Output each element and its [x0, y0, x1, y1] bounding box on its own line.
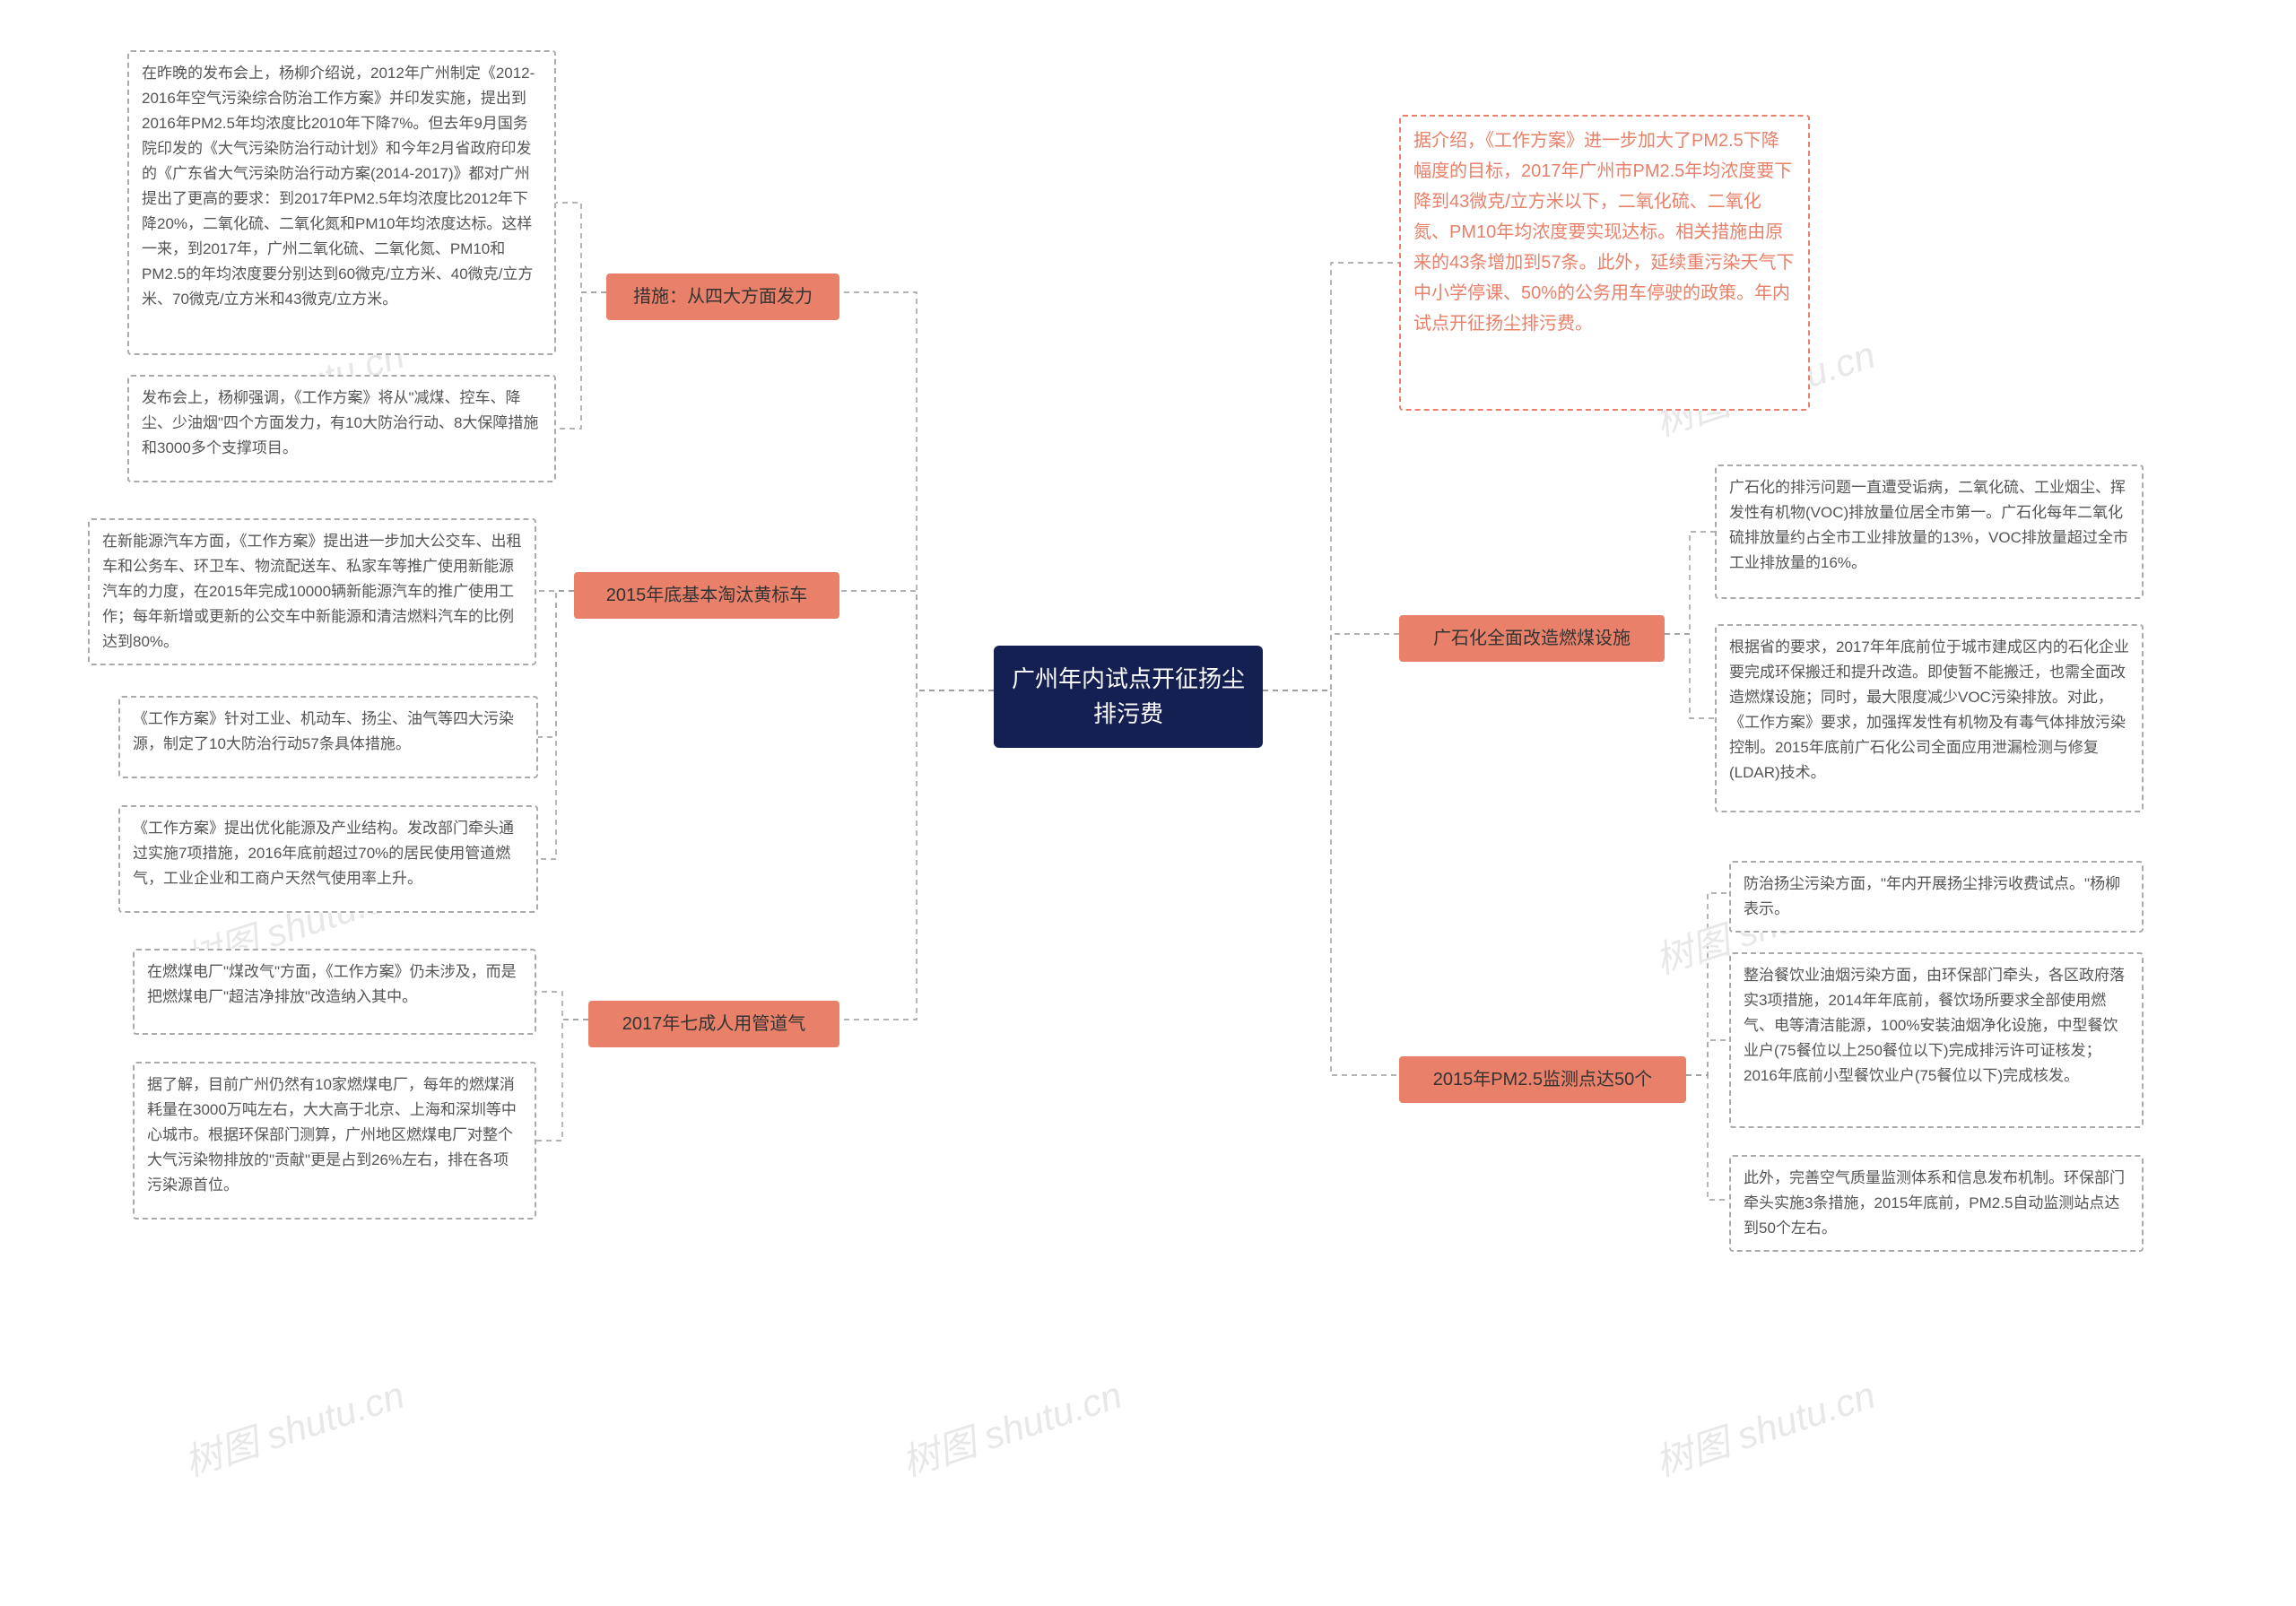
- left-branch-0: 措施：从四大方面发力: [606, 273, 839, 320]
- watermark: 树图 shutu.cn: [177, 1365, 411, 1488]
- right-branch-2: 2015年PM2.5监测点达50个: [1399, 1056, 1686, 1103]
- right-leaf-2-2: 此外，完善空气质量监测体系和信息发布机制。环保部门牵头实施3条措施，2015年底…: [1729, 1155, 2144, 1252]
- left-leaf-1-2: 《工作方案》提出优化能源及产业结构。发改部门牵头通过实施7项措施，2016年底前…: [118, 805, 538, 913]
- right-highlight-leaf: 据介绍，《工作方案》进一步加大了PM2.5下降幅度的目标，2017年广州市PM2…: [1399, 115, 1810, 411]
- left-leaf-1-0: 在新能源汽车方面，《工作方案》提出进一步加大公交车、出租车和公务车、环卫车、物流…: [88, 518, 536, 665]
- left-branch-1: 2015年底基本淘汰黄标车: [574, 572, 839, 619]
- left-leaf-1-1: 《工作方案》针对工业、机动车、扬尘、油气等四大污染源，制定了10大防治行动57条…: [118, 696, 538, 778]
- left-leaf-0-1: 发布会上，杨柳强调，《工作方案》将从"减煤、控车、降尘、少油烟"四个方面发力，有…: [127, 375, 556, 482]
- left-leaf-2-0: 在燃煤电厂"煤改气"方面，《工作方案》仍未涉及，而是把燃煤电厂"超洁净排放"改造…: [133, 949, 536, 1035]
- watermark: 树图 shutu.cn: [894, 1365, 1128, 1488]
- right-leaf-2-0: 防治扬尘污染方面，"年内开展扬尘排污收费试点。"杨柳表示。: [1729, 861, 2144, 933]
- left-leaf-0-0: 在昨晚的发布会上，杨柳介绍说，2012年广州制定《2012-2016年空气污染综…: [127, 50, 556, 355]
- right-leaf-2-1: 整治餐饮业油烟污染方面，由环保部门牵头，各区政府落实3项措施，2014年年底前，…: [1729, 952, 2144, 1128]
- right-branch-1: 广石化全面改造燃煤设施: [1399, 615, 1665, 662]
- mindmap-root: 广州年内试点开征扬尘排污费: [994, 646, 1263, 748]
- left-leaf-2-1: 据了解，目前广州仍然有10家燃煤电厂，每年的燃煤消耗量在3000万吨左右，大大高…: [133, 1062, 536, 1220]
- left-branch-2: 2017年七成人用管道气: [588, 1001, 839, 1047]
- right-leaf-1-0: 广石化的排污问题一直遭受诟病，二氧化硫、工业烟尘、挥发性有机物(VOC)排放量位…: [1715, 464, 2144, 599]
- right-leaf-1-1: 根据省的要求，2017年年底前位于城市建成区内的石化企业要完成环保搬迁和提升改造…: [1715, 624, 2144, 812]
- watermark: 树图 shutu.cn: [1648, 1365, 1882, 1488]
